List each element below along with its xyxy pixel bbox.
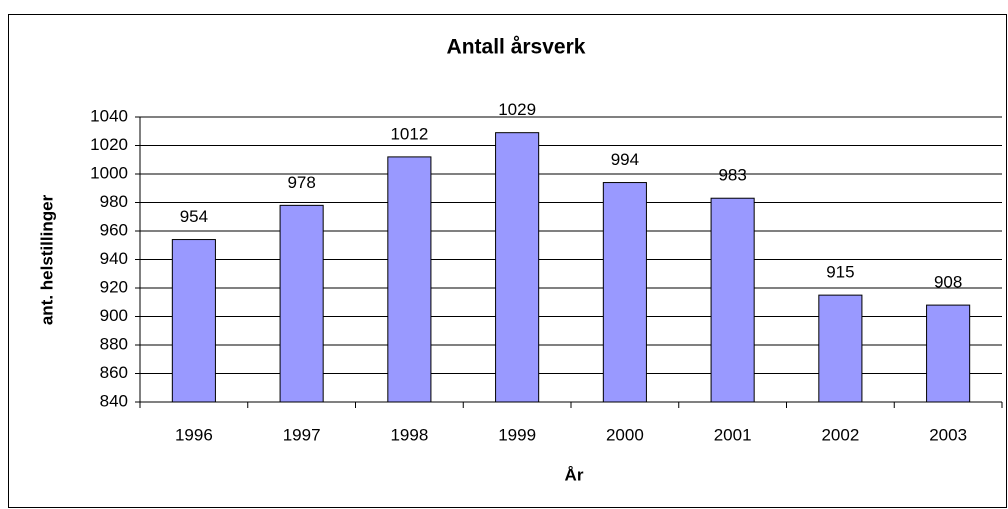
y-tick-label: 960: [100, 220, 128, 239]
data-label: 915: [826, 263, 854, 282]
x-tick-label: 1996: [175, 425, 213, 444]
y-tick-label: 840: [100, 391, 128, 410]
x-tick-label: 1998: [390, 425, 428, 444]
x-tick-label: 2001: [714, 425, 752, 444]
y-tick-label: 880: [100, 334, 128, 353]
y-tick-label: 980: [100, 192, 128, 211]
x-tick-label: 2000: [606, 425, 644, 444]
data-label: 908: [934, 273, 962, 292]
data-label: 1029: [498, 100, 536, 119]
chart-title: Antall årsverk: [447, 36, 586, 59]
y-tick-label: 940: [100, 249, 128, 268]
data-label: 1012: [390, 124, 428, 143]
bar: [279, 204, 324, 403]
data-label: 983: [718, 166, 746, 185]
x-tick-label: 2002: [821, 425, 859, 444]
bar: [818, 294, 863, 403]
y-tick-label: 1000: [90, 163, 128, 182]
data-label: 978: [287, 173, 315, 192]
y-tick-label: 1020: [90, 135, 128, 154]
x-axis-title: År: [565, 465, 584, 484]
y-tick-label: 900: [100, 306, 128, 325]
x-tick-label: 2003: [929, 425, 967, 444]
x-tick-label: 1999: [498, 425, 536, 444]
y-tick-label: 1040: [90, 106, 128, 125]
bar: [710, 197, 755, 403]
bar: [926, 304, 971, 403]
data-label: 954: [180, 207, 208, 226]
y-tick-label: 860: [100, 363, 128, 382]
bar: [602, 182, 647, 403]
bar: [387, 156, 432, 403]
y-tick-label: 920: [100, 277, 128, 296]
x-tick-label: 1997: [283, 425, 321, 444]
y-axis-title: ant. helstillinger: [37, 194, 56, 325]
bar: [171, 239, 216, 403]
bar: [495, 132, 540, 403]
data-label: 994: [611, 150, 639, 169]
